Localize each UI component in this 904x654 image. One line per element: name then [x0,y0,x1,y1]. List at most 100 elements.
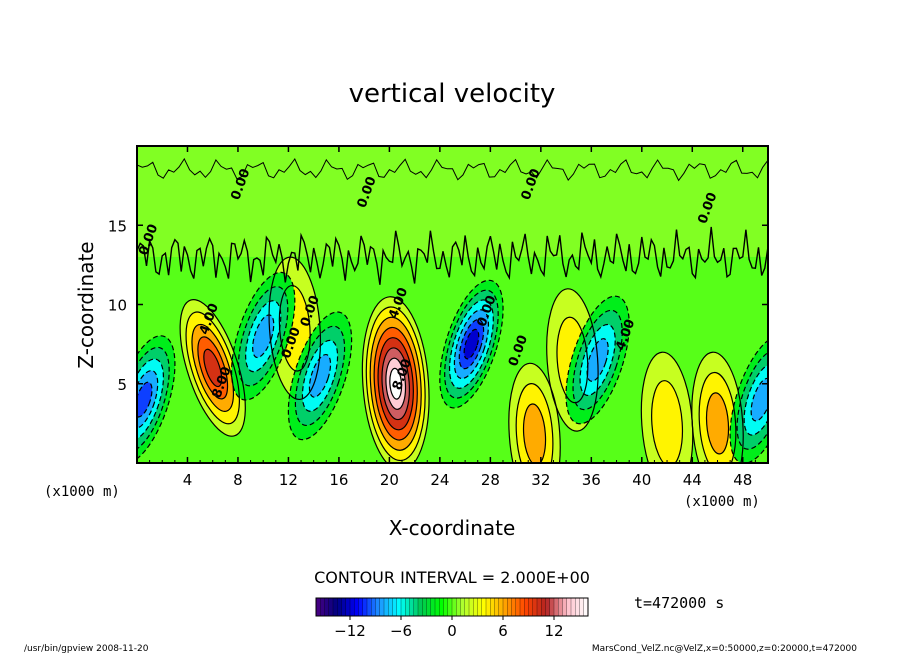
colorbar-swatch-23 [413,598,419,616]
colorbar-tick-label-2: 0 [447,622,457,640]
colorbar-swatch-46 [511,598,517,616]
colorbar-swatch-18 [392,598,398,616]
contour-updraft-1-5 [381,347,411,421]
colorbar-swatch-57 [558,598,563,616]
colorbar-swatch-44 [503,598,508,616]
contour-downdraft-9-0 [287,311,353,441]
colorbar-swatch-38 [477,598,483,616]
contour-updraft-0-1 [185,311,240,425]
contour-lines [137,256,768,463]
colorbar-swatch-41 [490,598,495,616]
contour-downdraft-11-2 [579,323,616,397]
downdraft-level-7-4 [137,382,152,417]
colorbar-swatch-33 [456,598,461,616]
colorbar-swatch-56 [554,598,559,616]
colorbar-swatch-22 [409,598,415,616]
contour-updraft-0-0 [179,299,246,437]
colorbar-swatch-55 [549,598,555,616]
updraft-level-3-2 [706,392,729,454]
colorbar-swatch-2 [324,598,330,616]
colorbar-swatch-11 [362,598,368,616]
contour-downdraft-8-3 [252,314,275,359]
contour-downdraft-11-3 [586,338,609,382]
colorbar-swatch-4 [333,598,338,616]
colorbar-swatch-42 [494,598,500,616]
colorbar-swatch-63 [583,598,589,616]
footer-left: /usr/bin/gpview 2008-11-20 [24,644,149,654]
contour-downdraft-10-1 [444,289,499,399]
colorbar-swatch-35 [464,598,470,616]
contour-downdraft-9-2 [301,339,339,412]
colorbar-swatch-37 [473,598,478,616]
contour-downdraft-10-2 [448,299,494,389]
contour-downdraft-11-1 [572,309,623,411]
contour-downdraft-8-1 [238,285,289,387]
contour-updraft-0-4 [203,348,223,388]
colorbar: −12 −6 0 6 12 [315,597,589,640]
colorbar-swatch-10 [358,598,364,616]
contour-downdraft-7-1 [137,346,170,453]
contour-updraft-1-2 [369,316,422,451]
contour-updraft-2-2 [522,403,547,463]
contour-updraft-3-2 [705,392,730,455]
colorbar-tick-label-0: −12 [334,622,366,640]
colorbar-swatch-0 [316,598,321,616]
colorbar-swatch-53 [541,598,546,616]
contour-updraft-5-0 [546,288,599,432]
colorbar-tick-label-4: 12 [544,622,563,640]
colorbar-swatch-52 [537,598,542,616]
contour-updraft-4-0 [640,351,694,463]
contour-downdraft-7-0 [137,335,176,463]
colorbar-swatch-20 [401,598,406,616]
chart-title: vertical velocity [349,79,556,109]
colorbar-swatch-61 [575,598,580,616]
x-tick-label-4: 20 [380,471,399,489]
contour-upper-line [137,157,768,182]
y-tick-label-0: 5 [117,376,127,394]
colorbar-swatch-62 [579,598,585,616]
contour-downdraft-12-1 [736,349,768,450]
downdraft-level-8-3 [252,314,274,358]
contour-interval-label: CONTOUR INTERVAL = 2.000E+00 [314,568,590,587]
colorbar-swatch-47 [515,598,521,616]
colorbar-swatch-58 [562,598,568,616]
contour-updraft-0-2 [191,323,235,412]
colorbar-swatch-5 [337,598,342,616]
colorbar-swatch-25 [422,598,427,616]
x-axis-ticks: 4 8 12 16 20 24 28 32 36 40 44 48 [149,146,756,489]
contour-downdraft-9-1 [294,325,346,427]
colorbar-swatch-24 [418,598,423,616]
colorbar-swatch-49 [524,598,529,616]
colorbar-swatch-59 [566,598,572,616]
colorbar-swatch-1 [320,598,325,616]
colorbar-swatch-45 [507,598,512,616]
colorbar-swatch-19 [396,598,402,616]
updraft-level-4-1 [651,380,683,463]
contour-downdraft-12-2 [743,363,768,436]
contour-updraft-2-1 [515,383,554,463]
colorbar-swatch-48 [520,598,525,616]
contour-downdraft-8-0 [230,271,296,401]
colorbar-swatch-28 [435,598,440,616]
colorbar-swatch-36 [469,598,474,616]
colorbar-swatch-8 [350,598,355,616]
colorbar-swatch-34 [460,598,466,616]
contour-downdraft-7-2 [137,358,165,441]
colorbar-swatch-9 [354,598,359,616]
x-tick-label-10: 44 [683,471,702,489]
x-tick-label-5: 24 [430,471,449,489]
x-unit-left: (x1000 m) [44,484,120,500]
footer-right: MarsCond_VelZ.nc@VelZ,x=0:50000,z=0:2000… [592,644,857,654]
colorbar-swatch-13 [371,598,376,616]
colorbar-swatch-40 [486,598,491,616]
x-tick-label-9: 40 [632,471,651,489]
contour-downdraft-9-3 [308,353,332,398]
contour-updraft-0-3 [197,336,229,400]
x-tick-label-7: 32 [531,471,550,489]
field-upper-layer [137,146,768,257]
colorbar-swatch-21 [405,598,410,616]
colorbar-swatch-30 [443,598,449,616]
x-tick-label-2: 12 [279,471,298,489]
contour-updraft-3-1 [698,371,737,463]
colorbar-swatch-15 [379,598,385,616]
